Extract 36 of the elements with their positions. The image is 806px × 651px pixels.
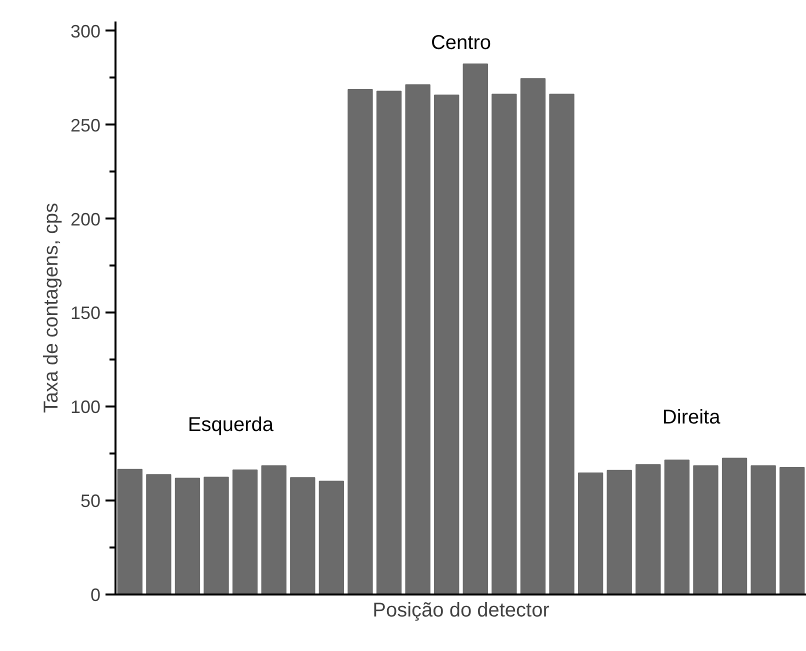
bar (204, 476, 229, 594)
bar (146, 474, 172, 594)
y-tick-label: 0 (90, 585, 101, 605)
y-tick-label: 150 (70, 303, 101, 324)
y-tick-label: 50 (80, 491, 101, 512)
bar (434, 94, 460, 594)
bar (261, 465, 286, 594)
bar (174, 478, 200, 594)
y-tick-label: 300 (70, 21, 101, 42)
bar (376, 90, 402, 594)
annotation: Esquerda (188, 414, 274, 436)
bar (290, 477, 316, 594)
bar (405, 84, 430, 594)
bar (722, 458, 748, 594)
bar (520, 78, 546, 594)
bar (348, 89, 373, 594)
y-tick-label: 250 (70, 115, 101, 136)
bar (578, 472, 604, 594)
bar (750, 465, 776, 594)
bar (693, 465, 718, 594)
bar (318, 480, 344, 594)
bar (636, 464, 661, 594)
x-axis-title: Posição do detector (372, 600, 550, 622)
bar (549, 94, 574, 594)
bar (492, 94, 517, 594)
bar (780, 467, 805, 594)
bar (606, 470, 632, 594)
annotation: Centro (430, 32, 492, 54)
bar (664, 460, 690, 594)
annotation: Direita (662, 406, 722, 428)
y-axis-title: Taxa de contagens, cps (40, 202, 62, 414)
bar (232, 469, 258, 594)
bar (462, 63, 488, 594)
y-tick-label: 100 (70, 397, 101, 418)
y-tick-label: 200 (70, 209, 101, 230)
bar (117, 468, 142, 594)
